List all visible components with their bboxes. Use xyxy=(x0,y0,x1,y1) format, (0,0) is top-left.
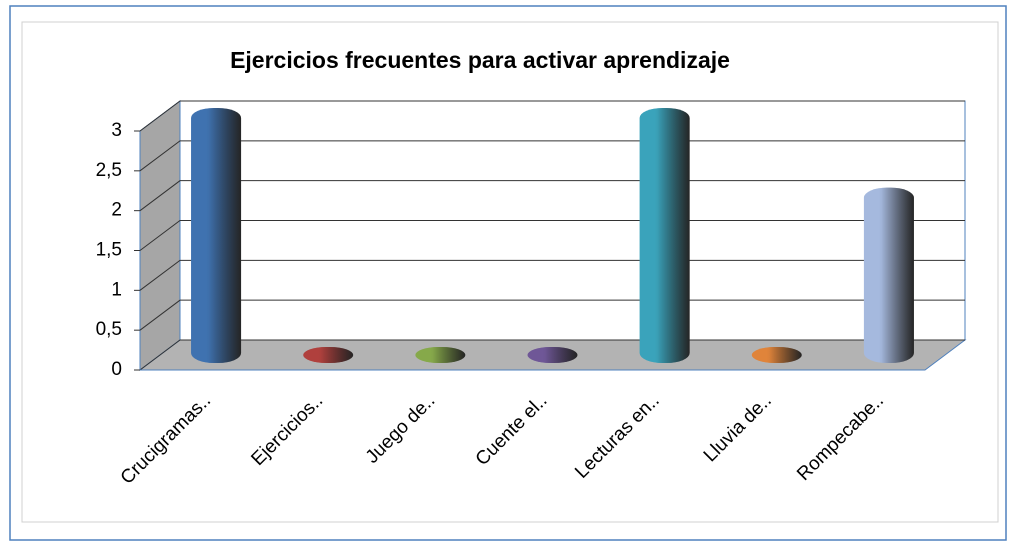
y-tick-label: 2,5 xyxy=(96,160,122,181)
bar-shade xyxy=(191,108,242,363)
bar-shade xyxy=(527,347,578,363)
bar xyxy=(191,108,242,363)
frame xyxy=(9,5,1007,541)
y-tick-label: 1 xyxy=(111,279,122,300)
y-tick-label: 0,5 xyxy=(96,319,122,340)
grid-line xyxy=(139,140,965,172)
y-tick-label: 2 xyxy=(111,200,122,221)
bar-shade xyxy=(415,347,466,363)
bar-shade xyxy=(639,108,690,363)
y-tick-label: 0 xyxy=(111,359,122,380)
grid-line xyxy=(139,259,965,291)
bar-shade xyxy=(303,347,354,363)
bar xyxy=(527,347,578,363)
bar xyxy=(751,347,802,363)
bar-shade xyxy=(863,187,914,363)
y-tick-label: 3 xyxy=(111,120,122,141)
bar xyxy=(303,347,354,363)
bar xyxy=(639,108,690,363)
grid-line xyxy=(139,220,965,251)
grid-line xyxy=(139,339,965,371)
chart-title: Ejercicios frecuentes para activar apren… xyxy=(230,47,730,73)
y-tick-label: 1,5 xyxy=(96,240,122,261)
bar xyxy=(415,347,466,363)
grid-line xyxy=(139,180,965,212)
bar xyxy=(863,187,914,363)
bar-shade xyxy=(751,347,802,363)
grid-line xyxy=(139,299,965,331)
grid-line xyxy=(139,100,965,132)
